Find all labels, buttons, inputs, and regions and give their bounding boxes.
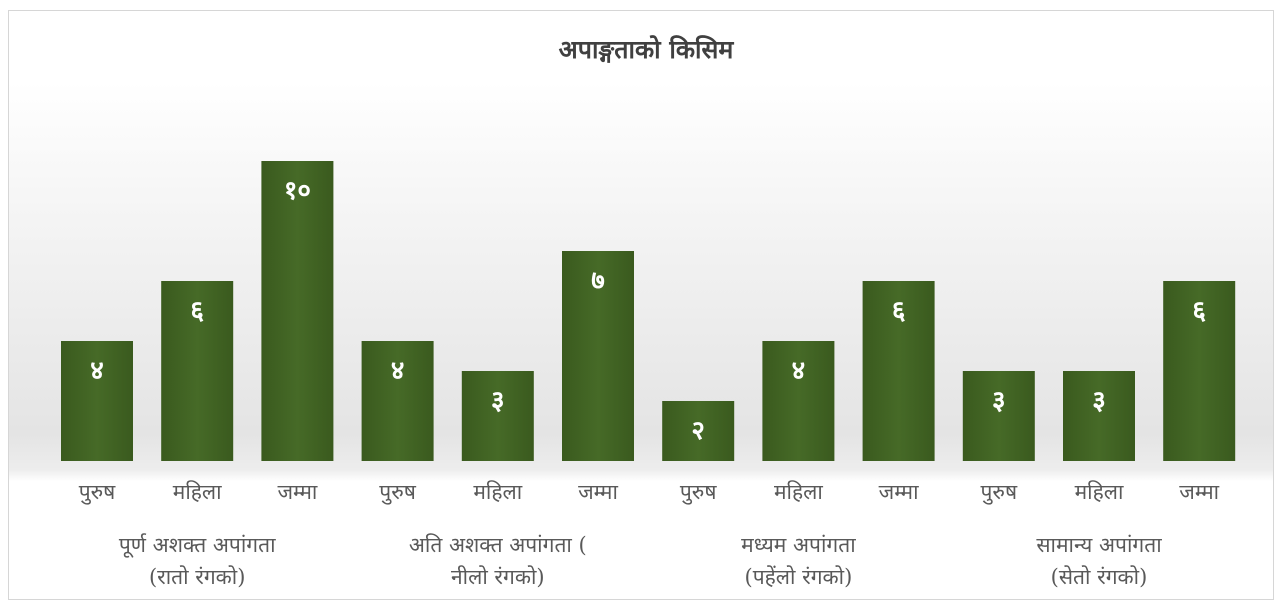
bar-0-1 [161,281,234,461]
data-label: ४ [792,356,806,386]
chart-title: अपाङ्गताको किसिम [559,35,735,64]
data-label: ३ [491,386,505,416]
group-label: अति अशक्त अपांगता ( [409,533,587,557]
bar-3-2 [1163,281,1236,461]
bar-2-2 [862,281,935,461]
data-label: ७ [591,266,605,296]
category-tick-label: महिला [1075,480,1124,504]
category-tick-label: महिला [774,480,823,504]
bars-layer [61,161,1236,461]
category-tick-label: पुरुष [980,480,1017,505]
bar-0-2 [261,161,334,461]
group-label: (पहेंलो रंगको) [745,565,853,589]
category-tick-label: महिला [473,480,522,504]
data-label: ३ [992,386,1006,416]
bar-2-1 [762,341,835,461]
labels-layer: ४ पुरुष ६ महिला १० जम्मा पूर्ण अशक्त अपांगता (र… [79,176,1220,589]
data-label: २ [691,416,705,446]
category-tick-label: पुरुष [79,480,116,505]
bar-0-0 [61,341,133,461]
category-tick-label: जम्मा [879,480,919,504]
category-tick-label: जम्मा [578,480,618,504]
data-label: ६ [1192,296,1206,326]
bar-1-1 [461,371,534,461]
data-label: ६ [190,296,204,326]
bar-3-0 [962,371,1035,461]
bar-1-0 [361,341,434,461]
data-label: ४ [90,356,104,386]
category-tick-label: जम्मा [277,480,317,504]
data-label: ६ [892,296,906,326]
group-label: नीलो रंगको) [451,565,545,589]
category-tick-label: पुरुष [680,480,717,505]
data-label: ४ [391,356,405,386]
bar-2-0 [662,401,735,461]
group-label: सामान्य अपांगता [1036,533,1162,557]
group-label: मध्यम अपांगता [741,533,856,557]
data-label: १० [284,176,311,206]
group-label: (सेतो रंगको) [1051,565,1148,589]
category-tick-label: जम्मा [1179,480,1219,504]
data-label: ३ [1092,386,1106,416]
group-label: पूर्ण अशक्त अपांगता [119,533,276,558]
bar-1-2 [562,251,634,461]
category-tick-label: महिला [173,480,222,504]
category-tick-label: पुरुष [379,480,416,505]
group-label: (रातो रंगको) [149,565,245,589]
bar-3-1 [1063,371,1135,461]
